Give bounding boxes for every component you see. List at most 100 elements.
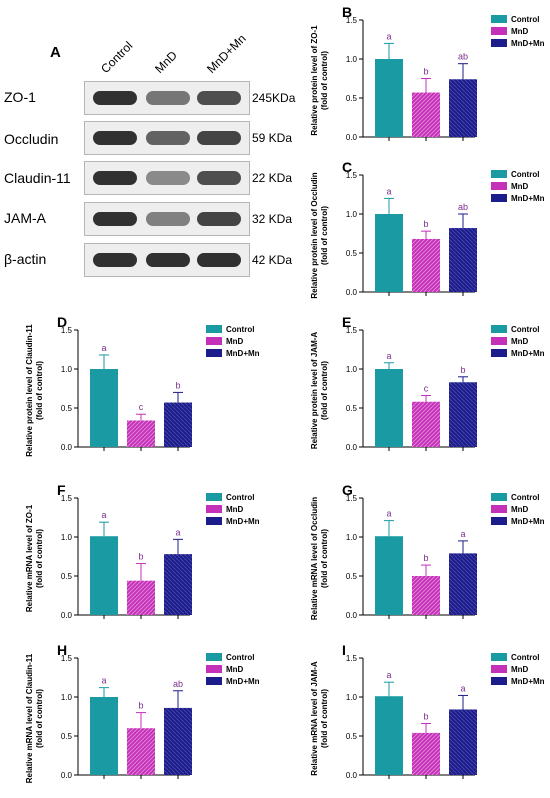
legend-swatch: [206, 653, 222, 661]
blot-band: [93, 131, 137, 145]
legend-swatch: [206, 517, 222, 525]
legend-swatch: [491, 182, 507, 190]
y-axis-label: (fold of control): [320, 361, 329, 420]
blot-band: [146, 253, 190, 267]
y-tick-label: 1.5: [346, 494, 358, 503]
legend-label: MnD: [511, 665, 529, 674]
y-tick-label: 1.0: [346, 55, 358, 64]
size-label-zo1: 245KDa: [252, 91, 296, 105]
y-tick-label: 0.0: [346, 443, 358, 452]
y-tick-label: 1.0: [61, 533, 73, 542]
y-tick-label: 1.0: [346, 693, 358, 702]
y-axis-label: (fold of control): [35, 361, 44, 420]
legend-label: Control: [226, 325, 254, 334]
bar-chart-zo1-protein: B Relative protein level of ZO-1 (fold of …: [310, 4, 545, 142]
bar-mnd: [412, 238, 440, 292]
western-blot-panel: A Control MnD MnD+Mn ZO-1 Occludin Claud…: [0, 0, 320, 300]
y-tick-label: 0.5: [346, 94, 358, 103]
blot-band: [146, 91, 190, 105]
blot-band: [146, 212, 190, 226]
y-axis-label: (fold of control): [35, 529, 44, 588]
y-tick-label: 0.5: [61, 572, 73, 581]
blot-band: [197, 212, 241, 226]
panel-letter-a: A: [50, 44, 61, 61]
y-tick-label: 0.0: [346, 771, 358, 780]
bar-mnd: [127, 580, 155, 615]
lane-label-mnd: MnD: [152, 48, 180, 76]
legend-label: MnD: [511, 337, 529, 346]
legend-label: MnD+Mn: [226, 517, 260, 526]
y-axis-label: Relative protein level of Occludin: [310, 172, 319, 298]
protein-label-zo1: ZO-1: [4, 89, 36, 105]
legend-label: Control: [511, 15, 539, 24]
panel-letter-g: G: [342, 482, 353, 498]
panel-letter-c: C: [342, 159, 352, 175]
significance-letter: b: [423, 219, 428, 229]
blot-strip: [84, 81, 250, 115]
bar-control: [90, 536, 118, 615]
y-tick-label: 0.5: [346, 404, 358, 413]
legend-swatch: [491, 653, 507, 661]
legend-label: Control: [511, 493, 539, 502]
bar-mnd-mn: [449, 79, 477, 137]
legend-swatch: [206, 337, 222, 345]
significance-letter: b: [423, 712, 428, 722]
y-axis-label: Relative mRNA level of JAM-A: [310, 661, 319, 776]
bar-mnd: [412, 732, 440, 775]
y-axis-label: (fold of control): [320, 206, 329, 265]
legend-swatch: [206, 349, 222, 357]
panel-letter-d: D: [57, 314, 67, 330]
y-tick-label: 1.0: [346, 533, 358, 542]
y-tick-label: 1.5: [61, 326, 73, 335]
legend-label: Control: [511, 325, 539, 334]
significance-letter: ab: [173, 679, 183, 689]
legend-swatch: [491, 677, 507, 685]
bar-chart-jama-protein: E Relative protein level of JAM-A (fold of…: [310, 314, 545, 452]
legend-swatch: [491, 325, 507, 333]
panel-letter-i: I: [342, 642, 346, 658]
protein-label-jama: JAM-A: [4, 210, 46, 226]
y-tick-label: 1.5: [61, 654, 73, 663]
legend-label: MnD+Mn: [511, 349, 545, 358]
blot-band: [93, 212, 137, 226]
bar-control: [375, 59, 403, 137]
legend-swatch: [206, 493, 222, 501]
protein-label-claudin11: Claudin-11: [4, 170, 71, 186]
legend-label: MnD+Mn: [511, 517, 545, 526]
y-tick-label: 1.0: [346, 210, 358, 219]
panel-letter-b: B: [342, 4, 352, 20]
significance-letter: b: [423, 67, 428, 77]
legend-label: MnD+Mn: [511, 39, 545, 48]
y-tick-label: 0.0: [61, 771, 73, 780]
legend-label: MnD: [226, 505, 244, 514]
blot-band: [197, 171, 241, 185]
blot-strip: [84, 202, 250, 236]
significance-letter: c: [139, 402, 144, 412]
y-axis-label: Relative mRNA level of Claudin-11: [25, 653, 34, 783]
bar-chart-zo1-mrna: F Relative mRNA level of ZO-1 (fold of con…: [25, 482, 260, 620]
y-tick-label: 1.0: [61, 365, 73, 374]
legend-label: MnD: [511, 505, 529, 514]
blot-band: [93, 171, 137, 185]
bar-mnd-mn: [164, 707, 192, 775]
significance-letter: a: [460, 683, 465, 693]
bar-control: [375, 214, 403, 292]
bar-mnd: [412, 92, 440, 137]
legend-swatch: [491, 15, 507, 23]
blot-strip: [84, 161, 250, 195]
y-tick-label: 1.5: [346, 654, 358, 663]
protein-label-beta-actin: β-actin: [4, 251, 47, 267]
legend-swatch: [491, 194, 507, 202]
legend-swatch: [491, 349, 507, 357]
significance-letter: a: [386, 186, 391, 196]
bar-mnd-mn: [449, 382, 477, 447]
legend-label: MnD+Mn: [226, 677, 260, 686]
legend-swatch: [491, 493, 507, 501]
y-tick-label: 1.5: [346, 171, 358, 180]
significance-letter: b: [138, 701, 143, 711]
legend-swatch: [491, 665, 507, 673]
legend-label: MnD: [511, 182, 529, 191]
legend-label: Control: [511, 653, 539, 662]
legend-label: MnD: [226, 337, 244, 346]
legend-swatch: [491, 170, 507, 178]
